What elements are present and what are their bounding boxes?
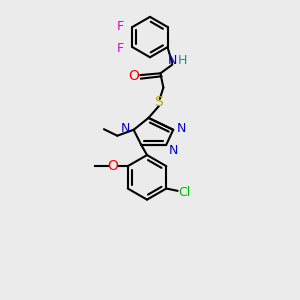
Text: F: F bbox=[116, 20, 124, 33]
Text: N: N bbox=[177, 122, 186, 135]
Text: S: S bbox=[154, 95, 163, 110]
Text: H: H bbox=[178, 54, 188, 67]
Text: F: F bbox=[116, 42, 124, 55]
Text: O: O bbox=[128, 69, 139, 83]
Text: N: N bbox=[168, 54, 177, 67]
Text: O: O bbox=[107, 159, 118, 173]
Text: Cl: Cl bbox=[178, 186, 190, 199]
Text: N: N bbox=[121, 122, 130, 135]
Text: N: N bbox=[169, 144, 178, 157]
